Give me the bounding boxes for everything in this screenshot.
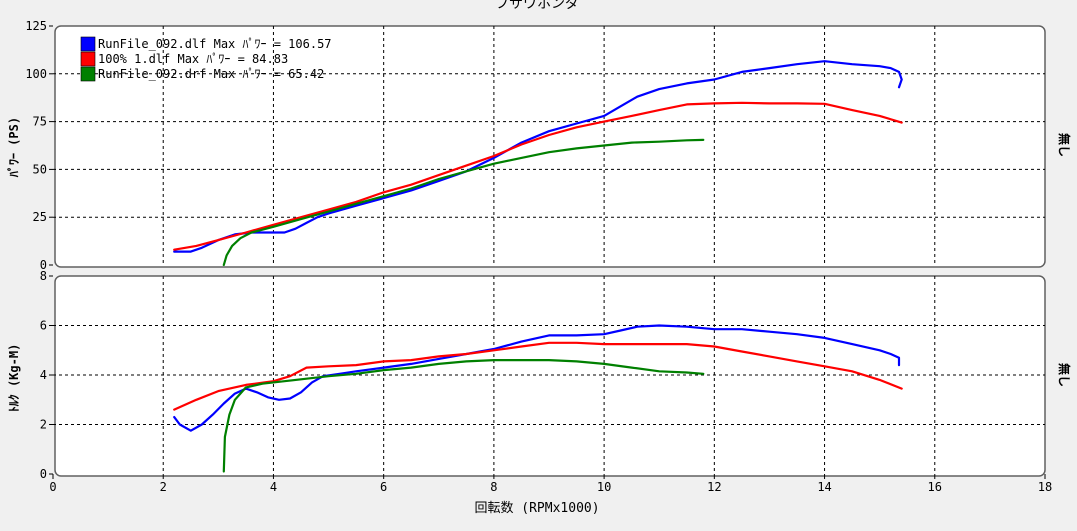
torque-series-line-1 (173, 341, 903, 411)
power-y-tick-label: 100 (25, 67, 47, 81)
x-tick-label: 10 (597, 480, 611, 494)
x-tick-label: 8 (490, 480, 497, 494)
legend-entry-blue: RunFile_092.dlf Max ﾊﾟﾜｰ = 106.57 (98, 37, 332, 51)
power-right-label: 無し (1057, 133, 1072, 157)
x-tick-label: 2 (160, 480, 167, 494)
torque-y-tick-label: 4 (40, 368, 47, 382)
x-axis-label: 回転数 (RPMx1000) (474, 501, 599, 516)
legend-entry-red: 100% 1.dlf Max ﾊﾟﾜｰ = 84.83 (98, 52, 288, 66)
torque-series-line-2 (222, 359, 705, 473)
torque-y-tick-label: 6 (40, 319, 47, 333)
torque-right-label: 無し (1057, 363, 1072, 387)
legend-entry-green: RunFile_092.drf Max ﾊﾟﾜｰ = 65.42 (98, 67, 324, 81)
chart-title: フサワホンダ (495, 0, 579, 12)
x-tick-label: 12 (707, 480, 721, 494)
torque-axis-label: ﾄﾙｸ (Kg-M) (7, 344, 21, 413)
power-y-tick-label: 0 (40, 258, 47, 272)
legend-swatch-blue (80, 36, 96, 52)
power-y-tick-label: 50 (33, 162, 47, 176)
power-y-tick-label: 25 (33, 210, 47, 224)
series-layer (173, 60, 903, 473)
power-series-line-0 (173, 60, 903, 253)
x-tick-label: 0 (49, 480, 56, 494)
power-axis-label: ﾊﾟﾜｰ (PS) (6, 117, 21, 178)
x-tick-label: 6 (380, 480, 387, 494)
torque-panel-frame (54, 275, 1046, 477)
power-y-tick-label: 75 (33, 115, 47, 129)
power-panel-frame (54, 25, 1046, 268)
x-tick-label: 4 (270, 480, 277, 494)
legend-swatch-green (80, 66, 96, 82)
legend-swatch-red (80, 51, 96, 67)
power-series-line-2 (222, 138, 705, 267)
torque-series-line-0 (173, 324, 901, 432)
power-series-line-1 (173, 101, 903, 251)
x-tick-label: 18 (1038, 480, 1052, 494)
power-y-tick-label: 125 (25, 19, 47, 33)
torque-y-tick-label: 2 (40, 418, 47, 432)
x-tick-label: 14 (817, 480, 831, 494)
grid-layer (53, 26, 1045, 474)
torque-y-tick-label: 8 (40, 269, 47, 283)
torque-y-tick-label: 0 (40, 467, 47, 481)
legend: RunFile_092.dlf Max ﾊﾟﾜｰ = 106.57 100% 1… (80, 36, 332, 82)
x-tick-label: 16 (928, 480, 942, 494)
